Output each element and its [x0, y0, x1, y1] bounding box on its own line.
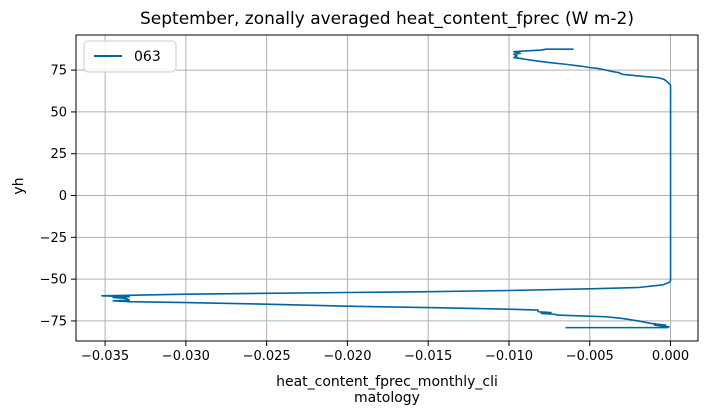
- series-layer: [101, 48, 672, 329]
- x-axis-label-line-2: matology: [354, 390, 420, 406]
- series-line-063: [101, 48, 672, 329]
- grid: [76, 35, 698, 341]
- plot-frame: [75, 34, 699, 342]
- legend: 063: [83, 40, 177, 73]
- y-tick-label: 25: [50, 147, 67, 162]
- y-axis-label: yh: [11, 177, 27, 194]
- x-axis: −0.035 −0.030 −0.025 −0.020 −0.015 −0.010 −0.0…: [81, 341, 689, 364]
- y-tick-label: 75: [50, 64, 67, 79]
- y-tick-label: −50: [40, 273, 67, 288]
- x-tick-label: −0.030: [162, 349, 210, 364]
- y-tick-label: −75: [40, 314, 67, 329]
- x-tick-label: −0.015: [404, 349, 452, 364]
- legend-box: [83, 40, 177, 73]
- y-tick-label: −25: [40, 231, 67, 246]
- x-tick-label: −0.005: [566, 349, 614, 364]
- y-tick-label: 0: [59, 189, 67, 204]
- x-tick-label: 0.000: [652, 349, 689, 364]
- legend-label-063: 063: [134, 49, 161, 65]
- x-tick-label: −0.010: [485, 349, 533, 364]
- chart-title: September, zonally averaged heat_content…: [140, 9, 634, 29]
- x-tick-label: −0.025: [243, 349, 291, 364]
- x-tick-label: −0.020: [323, 349, 371, 364]
- x-tick-label: −0.035: [81, 349, 129, 364]
- y-tick-label: 50: [50, 105, 67, 120]
- x-axis-label-line-1: heat_content_fprec_monthly_cli: [276, 374, 498, 390]
- y-axis: −75 −50 −25 0 25 50 75: [40, 64, 76, 329]
